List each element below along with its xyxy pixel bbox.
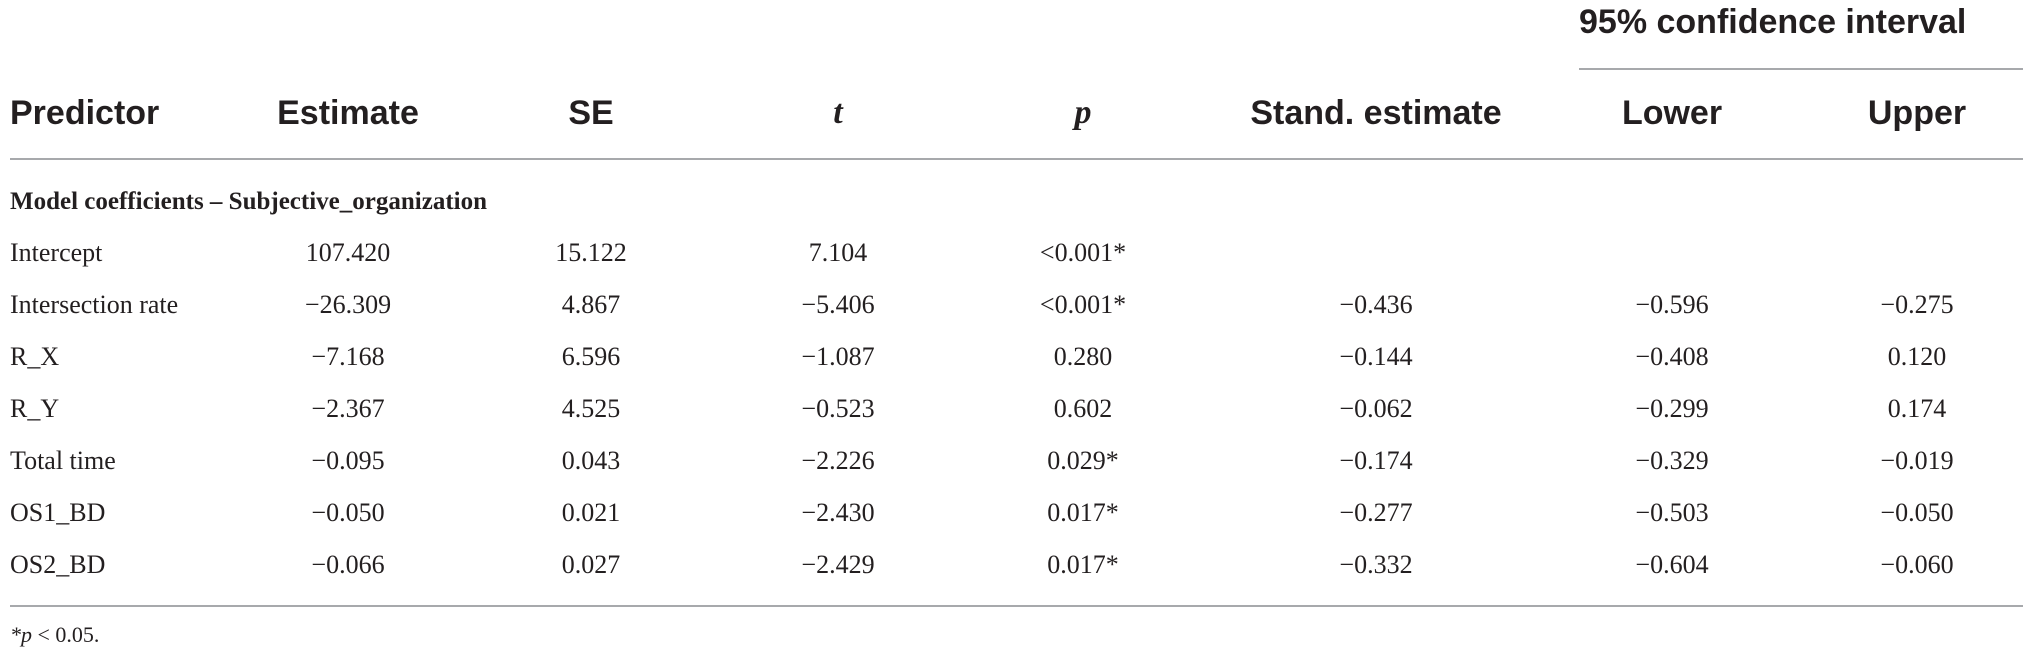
cell-estimate: −7.168 (311, 342, 385, 371)
cell-stand-estimate: −0.436 (1339, 290, 1413, 319)
cell-t: 7.104 (808, 238, 868, 267)
cell-upper: −0.019 (1880, 446, 1954, 475)
cell-se: 4.525 (561, 394, 621, 423)
cell-upper: −0.050 (1880, 498, 1954, 527)
cell-p: 0.602 (1053, 394, 1113, 423)
section-title: Model coefficients – Subjective_organiza… (10, 188, 487, 215)
cell-upper: −0.275 (1880, 290, 1954, 319)
cell-predictor: R_X (10, 342, 60, 371)
col-header-lower: Lower (1621, 94, 1723, 132)
cell-t: −2.226 (801, 446, 875, 475)
cell-stand-estimate: −0.277 (1339, 498, 1413, 527)
cell-t: −0.523 (801, 394, 875, 423)
cell-predictor: OS1_BD (10, 498, 106, 527)
cell-lower: −0.604 (1635, 550, 1709, 579)
cell-t: −2.429 (801, 550, 875, 579)
col-header-stand-estimate: Stand. estimate (1250, 94, 1502, 132)
cell-lower: −0.596 (1635, 290, 1709, 319)
cell-se: 15.122 (555, 238, 627, 267)
cell-upper: 0.120 (1887, 342, 1947, 371)
footnote-text: < 0.05. (32, 622, 100, 647)
cell-predictor: Total time (10, 446, 116, 475)
cell-p: 0.029* (1047, 446, 1119, 475)
ci-group-header: 95% confidence interval (1579, 3, 1967, 41)
cell-se: 0.021 (561, 498, 621, 527)
cell-se: 0.043 (561, 446, 621, 475)
cell-estimate: −0.050 (311, 498, 385, 527)
cell-p: 0.280 (1053, 342, 1113, 371)
col-header-upper: Upper (1867, 94, 1967, 132)
cell-t: −1.087 (801, 342, 875, 371)
cell-stand-estimate: −0.062 (1339, 394, 1413, 423)
col-header-estimate: Estimate (277, 94, 419, 132)
cell-estimate: −0.095 (311, 446, 385, 475)
cell-lower: −0.299 (1635, 394, 1709, 423)
cell-upper: 0.174 (1887, 394, 1947, 423)
col-header-predictor: Predictor (10, 94, 160, 132)
cell-t: −5.406 (801, 290, 875, 319)
cell-estimate: −0.066 (311, 550, 385, 579)
cell-p: 0.017* (1047, 550, 1119, 579)
cell-se: 0.027 (561, 550, 621, 579)
bottom-rule (10, 605, 2023, 607)
col-header-p: p (1074, 94, 1092, 131)
footnote-symbol: *p (10, 622, 32, 647)
cell-predictor: R_Y (10, 394, 60, 423)
cell-predictor: Intercept (10, 238, 103, 267)
cell-stand-estimate: −0.332 (1339, 550, 1413, 579)
cell-predictor: Intersection rate (10, 290, 179, 319)
ci-group-rule (1579, 68, 2023, 70)
cell-predictor: OS2_BD (10, 550, 106, 579)
cell-lower: −0.503 (1635, 498, 1709, 527)
cell-t: −2.430 (801, 498, 875, 527)
col-header-t: t (833, 94, 843, 131)
cell-p: <0.001* (1039, 238, 1127, 267)
header-rule (10, 158, 2023, 160)
cell-se: 6.596 (561, 342, 621, 371)
cell-upper: −0.060 (1880, 550, 1954, 579)
cell-p: <0.001* (1039, 290, 1127, 319)
cell-estimate: −2.367 (311, 394, 385, 423)
cell-stand-estimate: −0.144 (1339, 342, 1413, 371)
cell-lower: −0.408 (1635, 342, 1709, 371)
footnote: *p < 0.05. (10, 622, 99, 648)
cell-se: 4.867 (561, 290, 621, 319)
cell-p: 0.017* (1047, 498, 1119, 527)
cell-estimate: −26.309 (304, 290, 392, 319)
cell-lower: −0.329 (1635, 446, 1709, 475)
cell-estimate: 107.420 (305, 238, 391, 267)
cell-stand-estimate: −0.174 (1339, 446, 1413, 475)
col-header-se: SE (568, 94, 614, 132)
